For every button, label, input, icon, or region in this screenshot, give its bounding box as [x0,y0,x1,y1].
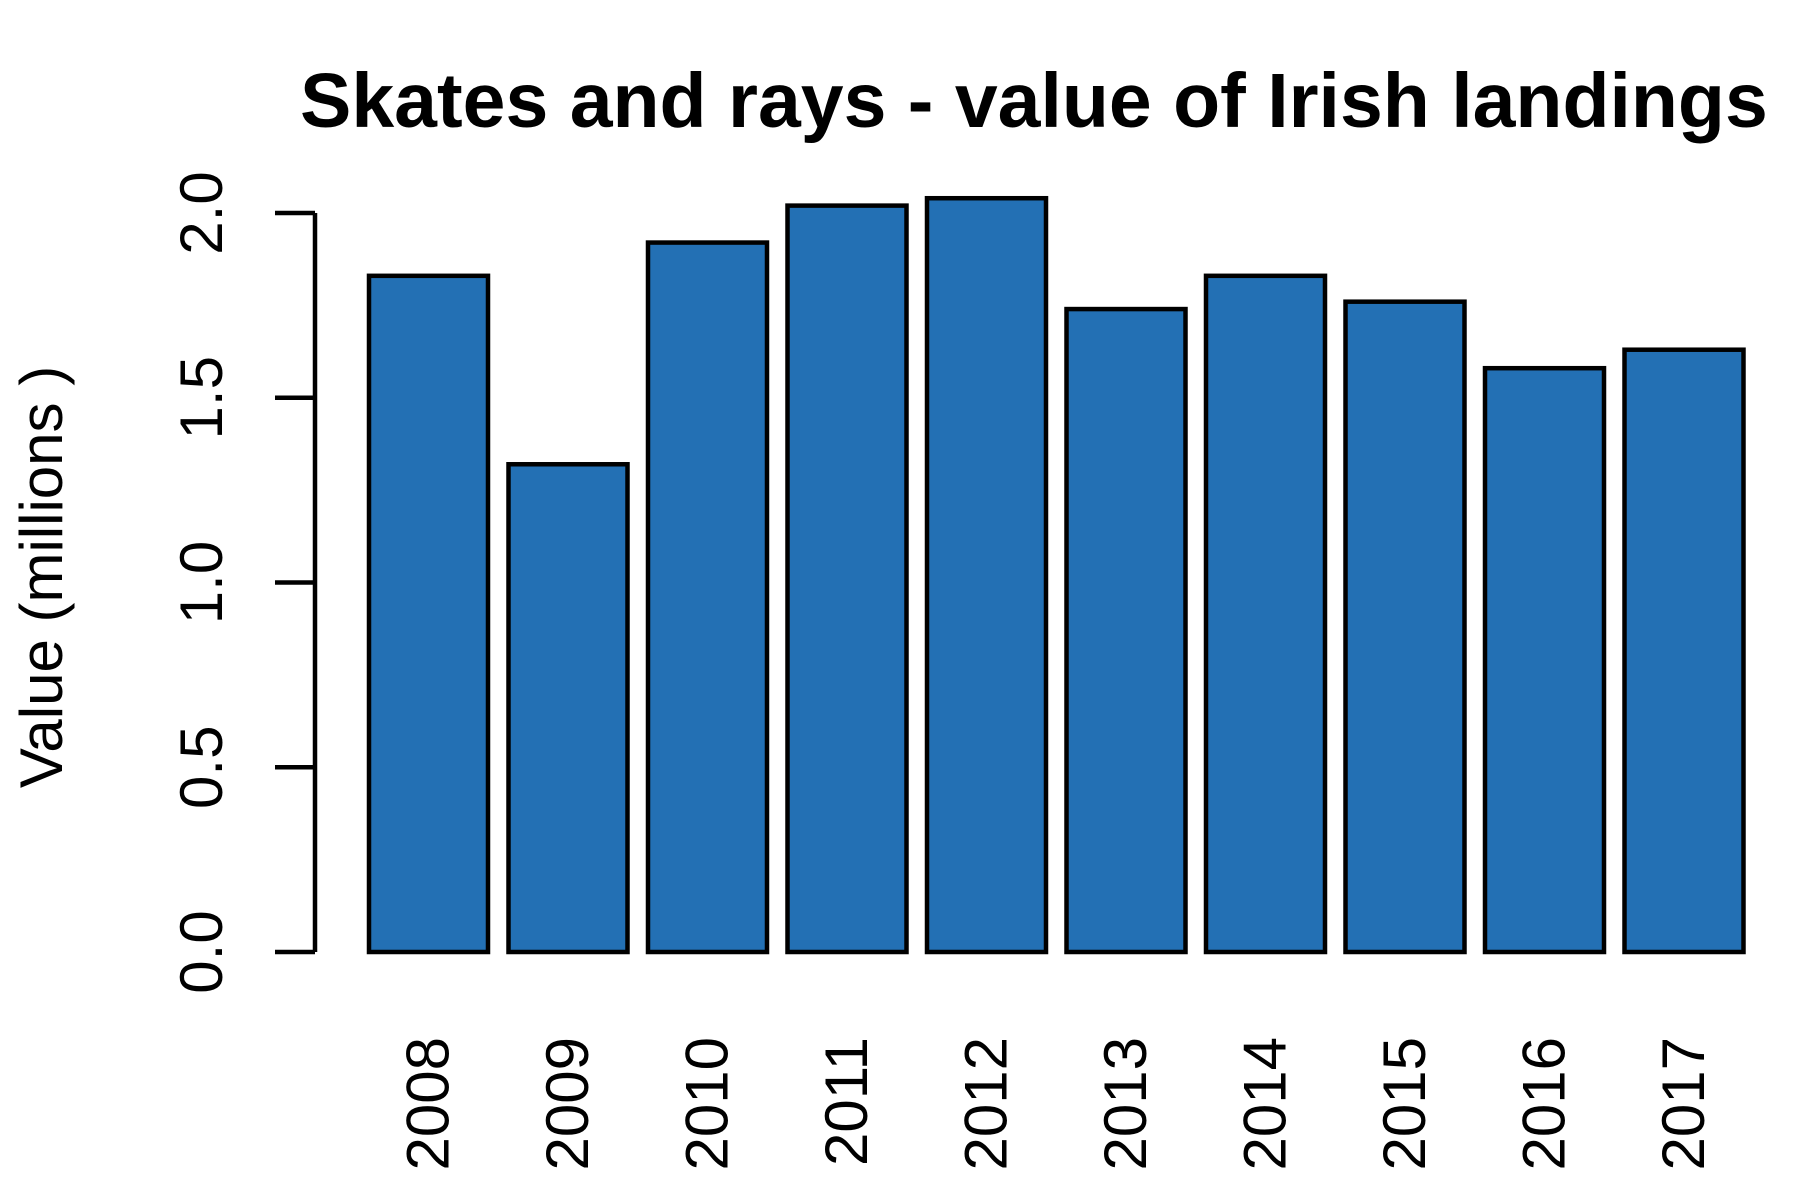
x-tick-label: 2009 [534,1037,601,1170]
x-tick-label: 2012 [953,1037,1020,1170]
chart-title: Skates and rays - value of Irish landing… [300,58,1768,144]
bar-2017 [1622,347,1746,955]
y-tick-label: 1.0 [168,541,235,624]
x-tick-label: 2010 [674,1037,741,1170]
x-tick-label: 2014 [1232,1037,1299,1170]
bar-2016 [1482,365,1607,955]
bars [366,195,1746,955]
y-tick-label: 2.0 [168,171,235,254]
bar-2014 [1203,273,1328,955]
x-axis-tick-labels: 2008 2009 2010 2011 2012 2013 2014 2015 2016 2017 [395,1037,1718,1170]
x-tick-label: 2011 [813,1037,880,1166]
bar-2013 [1064,306,1188,955]
y-axis-ticks: 0.0 0.5 1.0 1.5 2.0 [168,171,315,994]
y-tick-label: 0.0 [168,910,235,993]
x-tick-label: 2013 [1092,1037,1159,1170]
x-tick-label: 2015 [1371,1037,1438,1170]
y-tick-label: 1.5 [168,356,235,439]
bar-2008 [366,273,491,955]
bar-2011 [785,203,909,955]
bar-2009 [506,462,630,955]
y-axis-label: Value (millions ) [8,366,75,788]
bar-2012 [924,195,1049,955]
y-tick-label: 0.5 [168,726,235,809]
x-tick-label: 2017 [1650,1037,1717,1170]
bar-2010 [645,240,770,955]
x-tick-label: 2016 [1511,1037,1578,1170]
x-tick-label: 2008 [395,1037,462,1170]
bar-2015 [1343,299,1467,955]
